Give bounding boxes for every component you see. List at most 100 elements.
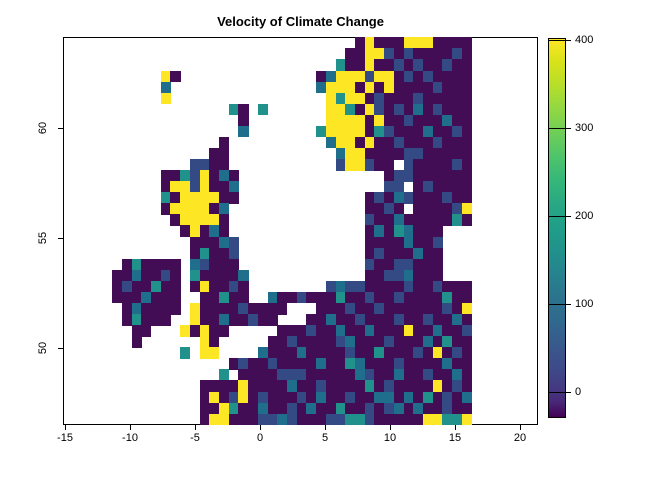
y-axis-tick-label: 55 (37, 231, 49, 245)
heatmap-cell (384, 225, 395, 238)
heatmap-cell (325, 103, 337, 116)
heatmap-cell (384, 70, 395, 83)
heatmap-cell (150, 258, 162, 271)
heatmap-cell (364, 336, 375, 348)
y-axis-tick (58, 128, 63, 129)
heatmap-cell (461, 192, 473, 204)
heatmap-cell (422, 247, 434, 260)
heatmap-cell (131, 314, 142, 326)
heatmap-cell (228, 269, 239, 282)
heatmap-cell (442, 314, 453, 326)
heatmap-cell (218, 314, 230, 326)
heatmap-cell (422, 103, 434, 116)
heatmap-cell (442, 170, 453, 182)
colorbar-tick-label: 400 (575, 34, 594, 46)
heatmap-cell (354, 314, 366, 326)
heatmap-cell (393, 391, 405, 404)
heatmap-cell (393, 347, 405, 359)
heatmap-cell (335, 391, 346, 404)
heatmap-cell (296, 413, 307, 426)
heatmap-cell (422, 336, 434, 348)
heatmap-cell (384, 269, 395, 282)
heatmap-cell (384, 159, 395, 171)
heatmap-cell (393, 181, 405, 193)
heatmap-cell (364, 413, 375, 426)
heatmap-cell (432, 92, 443, 105)
heatmap-cell (403, 247, 414, 260)
heatmap-cell (384, 103, 395, 116)
heatmap-cell (384, 114, 395, 127)
heatmap-cell (180, 170, 191, 182)
heatmap-cell (354, 336, 366, 348)
heatmap-cell (325, 347, 337, 359)
heatmap-cell (209, 314, 220, 326)
heatmap-cell (403, 159, 414, 171)
heatmap-cell (461, 302, 473, 315)
heatmap-cell (296, 347, 307, 359)
heatmap-cell (170, 291, 181, 304)
colorbar-tick (548, 40, 571, 41)
heatmap-cell (345, 136, 356, 149)
heatmap-cell (452, 70, 463, 83)
heatmap-cell (248, 391, 259, 404)
heatmap-cell (199, 170, 210, 182)
heatmap-cell (354, 92, 366, 105)
heatmap-cell (345, 413, 356, 426)
heatmap-cell (432, 236, 443, 249)
heatmap-cell (345, 103, 356, 116)
heatmap-cell (422, 358, 434, 370)
heatmap-cell (393, 380, 405, 393)
heatmap-cell (199, 325, 210, 337)
heatmap-cell (150, 280, 162, 293)
heatmap-cell (160, 291, 171, 304)
heatmap-cell (461, 48, 473, 60)
heatmap-cell (374, 347, 385, 359)
heatmap-cell (277, 369, 288, 381)
heatmap-cell (170, 203, 181, 215)
heatmap-cell (452, 203, 463, 215)
heatmap-cell (335, 70, 346, 83)
heatmap-cell (432, 148, 443, 160)
heatmap-cell (218, 391, 230, 404)
heatmap-cell (121, 314, 132, 326)
heatmap-cell (160, 280, 171, 293)
heatmap-cell (354, 59, 366, 71)
heatmap-cell (160, 81, 171, 94)
heatmap-cell (238, 314, 249, 326)
heatmap-cell (452, 103, 463, 116)
heatmap-cell (452, 347, 463, 359)
heatmap-cell (209, 280, 220, 293)
heatmap-cell (364, 114, 375, 127)
heatmap-cell (461, 369, 473, 381)
heatmap-cell (180, 192, 191, 204)
heatmap-cell (393, 291, 405, 304)
heatmap-cell (170, 302, 181, 315)
heatmap-cell (374, 159, 385, 171)
heatmap-cell (432, 136, 443, 149)
heatmap-cell (403, 413, 414, 426)
heatmap-cell (403, 325, 414, 337)
heatmap-cell (306, 391, 317, 404)
chart-title: Velocity of Climate Change (217, 14, 384, 29)
heatmap-cell (442, 181, 453, 193)
heatmap-cell (325, 380, 337, 393)
heatmap-cell (199, 192, 210, 204)
heatmap-cell (286, 291, 298, 304)
heatmap-cell (452, 192, 463, 204)
heatmap-cell (461, 214, 473, 226)
heatmap-cell (432, 347, 443, 359)
heatmap-cell (121, 291, 132, 304)
heatmap-cell (325, 291, 337, 304)
heatmap-cell (267, 380, 278, 393)
heatmap-cell (393, 92, 405, 105)
heatmap-cell (384, 391, 395, 404)
heatmap-cell (238, 269, 249, 282)
heatmap-cell (461, 391, 473, 404)
heatmap-cell (335, 92, 346, 105)
heatmap-cell (248, 380, 259, 393)
heatmap-cell (403, 114, 414, 127)
heatmap-cell (452, 413, 463, 426)
y-axis-tick-label: 50 (37, 341, 49, 355)
heatmap-cell (345, 291, 356, 304)
heatmap-cell (403, 402, 414, 415)
